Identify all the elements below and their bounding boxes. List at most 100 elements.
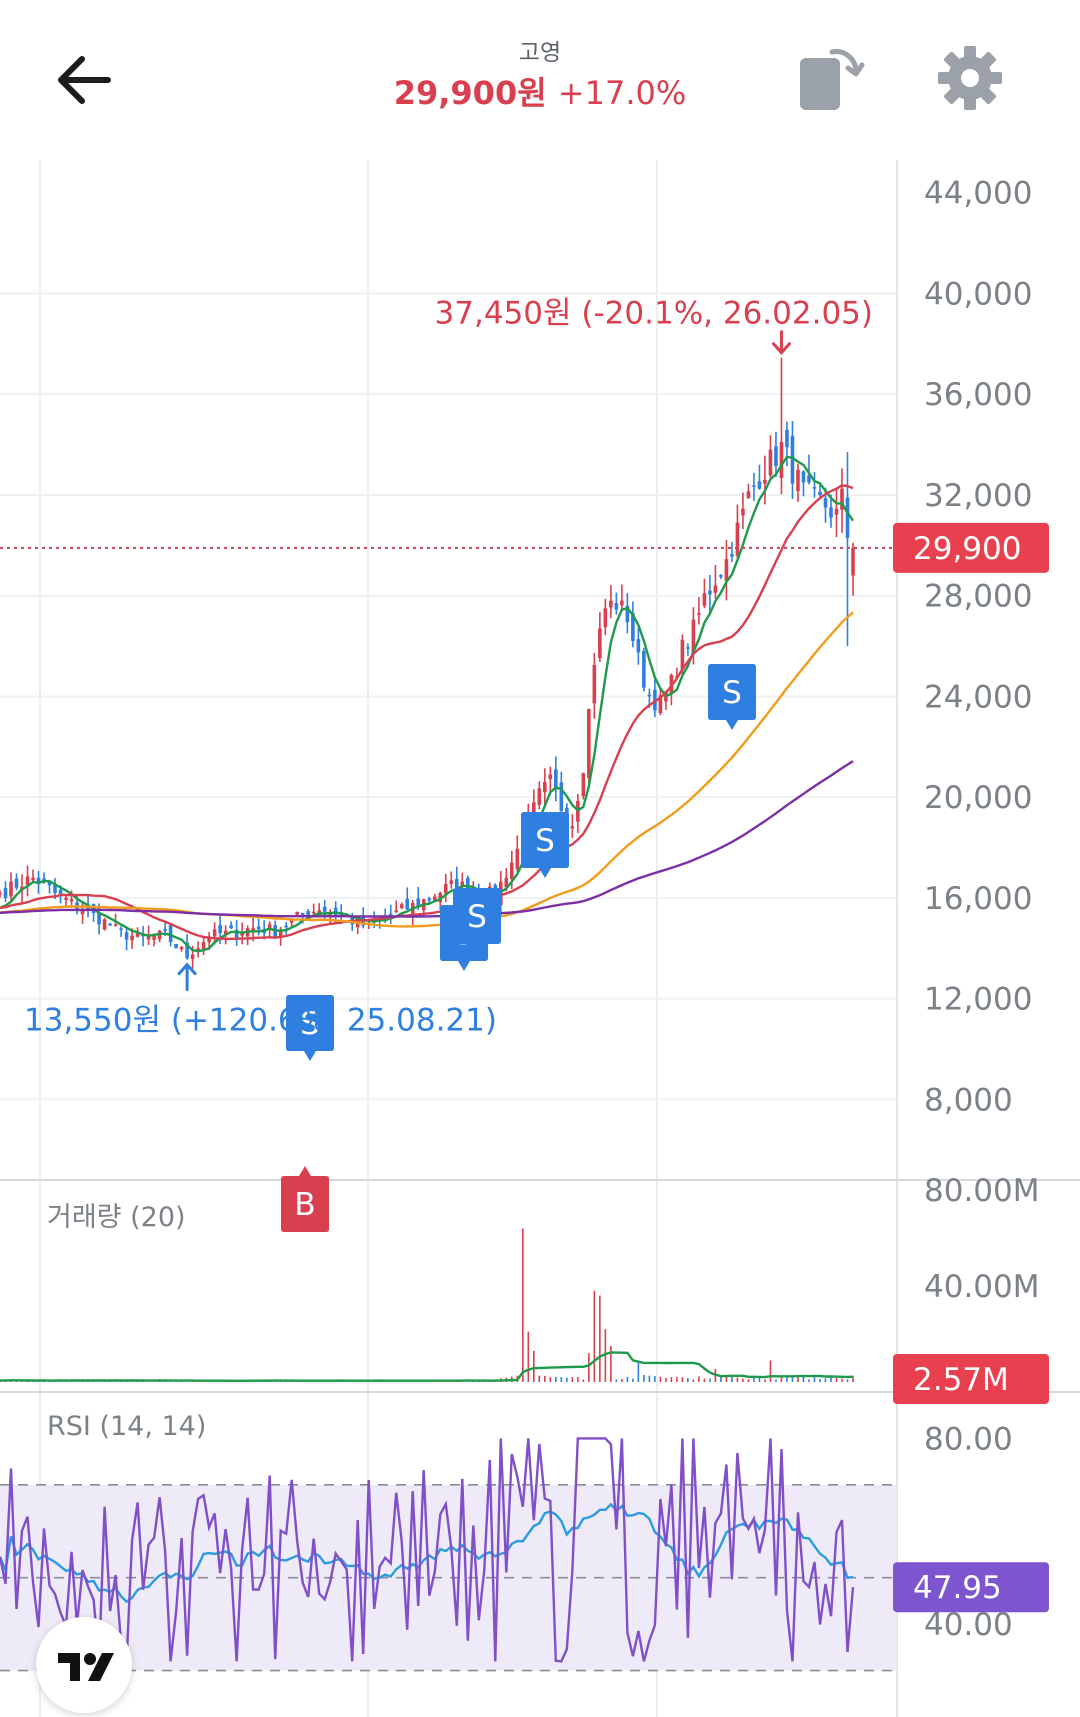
candle-body (851, 547, 855, 576)
signal-badge (521, 812, 569, 878)
stock-chart[interactable]: SBSSSS 37,450원 (-20.1%, 26.02.05) 13,550… (0, 160, 1080, 1717)
candle-body (53, 885, 57, 893)
volume-tick-label: 40.00M (924, 1269, 1040, 1305)
candle-body (460, 881, 465, 886)
candle-body (119, 928, 123, 931)
candle-body (741, 508, 745, 516)
current-price: 29,900원 +17.0% (0, 70, 1080, 116)
volume-last-label: 2.57M (913, 1362, 1009, 1398)
high-low-markers: 37,450원 (-20.1%, 26.02.05) 13,550원 (+120… (24, 296, 873, 1039)
signal-label: S (722, 675, 742, 711)
sell-signal: S (521, 812, 569, 878)
candle-body (207, 938, 211, 943)
candle-body (322, 906, 327, 912)
candle-body (47, 882, 52, 886)
candle-body (240, 933, 244, 936)
candle-body (697, 613, 701, 615)
price-pane[interactable]: SBSSSS 37,450원 (-20.1%, 26.02.05) 13,550… (0, 296, 897, 1232)
price-tick-label: 36,000 (924, 377, 1032, 413)
candle-body (653, 689, 657, 711)
gear-icon (938, 46, 1002, 110)
rotate-screen-button[interactable] (796, 40, 868, 118)
high-arrow-icon (771, 330, 791, 355)
last-price-tag (893, 522, 1049, 573)
rsi-title: RSI (14, 14) (47, 1411, 206, 1442)
candle-body (510, 862, 514, 880)
grid-lines (0, 160, 1080, 1717)
price-axis: 44,000 40,000 36,000 32,000 28,000 24,000 20,0… (893, 176, 1049, 1118)
candle-body (807, 475, 811, 483)
candle-body (625, 605, 630, 623)
price-tick-label: 44,000 (924, 176, 1032, 212)
candle-body (818, 491, 822, 495)
candle-body (823, 498, 828, 508)
candles (0, 357, 855, 969)
candle-body (449, 880, 454, 884)
candle-body (845, 497, 850, 538)
candle-body (328, 913, 332, 917)
ma120-line (0, 760, 854, 918)
candle-body (394, 910, 399, 913)
candle-body (548, 774, 553, 780)
candle-body (179, 947, 184, 950)
rsi-line (0, 1437, 855, 1663)
candle-body (146, 935, 151, 940)
tradingview-logo-button[interactable] (36, 1617, 132, 1713)
settings-button[interactable] (934, 42, 1006, 114)
candle-body (432, 896, 437, 901)
back-button[interactable] (50, 45, 120, 115)
ma5-line (0, 455, 854, 953)
candle-body (438, 892, 443, 903)
signal-badge (453, 888, 501, 954)
candle-body (14, 878, 19, 888)
candle-body (135, 931, 140, 937)
candle-body (284, 925, 288, 928)
sell-signal: S (453, 888, 501, 954)
signal-badge (281, 1166, 329, 1232)
candle-body (306, 910, 310, 919)
candle-body (785, 429, 789, 448)
candle-body (686, 647, 690, 649)
candle-body (256, 926, 261, 930)
signal-badge (286, 995, 334, 1061)
price-value: 29,900원 (393, 74, 547, 112)
high-marker-label: 37,450원 (-20.1%, 26.02.05) (435, 296, 873, 332)
candle-body (388, 913, 393, 916)
rsi-tick-label: 80.00 (924, 1421, 1013, 1457)
candle-body (730, 554, 734, 557)
candle-body (598, 628, 602, 658)
candle-body (515, 848, 520, 870)
last-price-label: 29,900 (913, 531, 1021, 567)
candle-body (69, 899, 74, 902)
candle-body (223, 930, 228, 934)
candle-body (405, 898, 410, 910)
candle-body (212, 929, 217, 937)
candle-body (218, 925, 222, 934)
sell-signal: S (286, 995, 334, 1061)
candle-body (708, 590, 712, 595)
price-tick-label: 40,000 (924, 276, 1032, 312)
candle-body (234, 929, 239, 939)
candle-body (427, 898, 432, 901)
candle-body (719, 575, 723, 577)
candle-body (620, 600, 624, 606)
rsi-last-tag (893, 1562, 1049, 1613)
candle-body (311, 911, 316, 914)
candle-body (80, 910, 85, 915)
candle-body (631, 613, 635, 642)
sell-signal: S (708, 664, 756, 730)
candle-body (163, 929, 167, 931)
candle-body (504, 877, 509, 888)
candle-body (779, 442, 784, 478)
volume-axis: 80.00M 40.00M 2.57M (893, 1173, 1049, 1404)
candle-body (9, 881, 13, 897)
trade-signals: SBSSSS (281, 664, 756, 1232)
volume-ma-line (0, 1351, 854, 1383)
stock-title: 고영 29,900원 +17.0% (0, 36, 1080, 116)
candle-body (289, 919, 294, 923)
candle-body (537, 788, 542, 805)
candle-body (58, 889, 63, 895)
candle-body (774, 446, 778, 466)
price-tick-label: 32,000 (924, 478, 1032, 514)
